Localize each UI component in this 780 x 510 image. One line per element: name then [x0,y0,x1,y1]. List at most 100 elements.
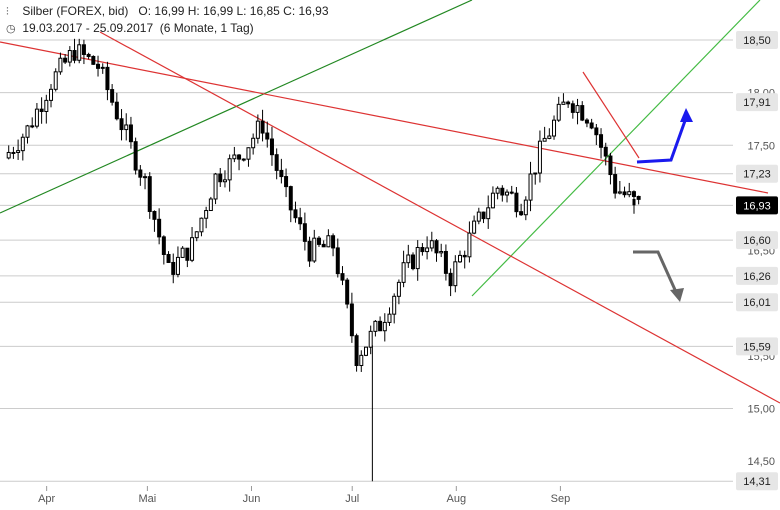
candle-body [175,256,180,275]
candle-body [39,108,44,112]
candle-body [608,155,613,176]
candle-body [237,154,242,160]
candle-body [519,211,524,216]
candle-body [443,250,448,274]
candle-body [613,174,618,194]
candle-body [542,137,547,142]
candle-body [523,199,528,216]
instrument-title: Silber (FOREX, bid) [22,4,129,18]
candle-body [284,176,289,188]
candle-body [481,211,486,220]
candle-body [241,158,246,161]
candle-body [171,261,176,275]
candle-body [580,105,585,121]
candle-body [72,50,77,61]
candle-body [472,220,477,234]
period-range: 19.03.2017 - 25.09.2017 [22,21,154,35]
candle-body [392,295,397,315]
candle-body [410,254,415,270]
y-tick-label: 17,50 [747,140,775,152]
candle-body [340,273,345,281]
price-level-label-box [736,31,778,49]
candle-body [293,209,298,219]
candle-body [100,66,105,69]
price-level-label-box [736,164,778,183]
period-span: (6 Monate, 1 Tag) [159,21,254,35]
candle-body [509,191,514,194]
candle-body [11,151,16,154]
price-level-label-box [736,93,778,112]
candle-body [331,235,336,249]
candle-body [232,154,237,160]
candle-body [575,105,580,113]
chart-header-period-row: ◷ 19.03.2017 - 25.09.2017 (6 Monate, 1 T… [6,21,254,35]
x-tick-label: Jul [345,493,359,505]
candle-body [326,235,331,248]
candle-body [91,55,96,65]
candle-body [448,272,453,287]
candle-body [316,237,321,245]
candle-body [251,137,256,149]
candle-body [415,247,420,270]
candle-body [622,191,627,196]
price-level-label: 16,01 [743,297,771,309]
price-level-label-box [736,337,778,356]
bearish-scenario-arrow [633,250,678,293]
candle-body [335,247,340,275]
candle-body [359,354,364,367]
trend-line-red-resistance [0,41,769,194]
candle-body [401,262,406,283]
candle-body [566,101,571,105]
candle-body [124,124,129,131]
candle-body [453,261,458,287]
price-level-label: 18,50 [743,35,771,47]
candle-body [514,192,519,213]
price-level-label: 17,23 [743,169,771,181]
candle-body [458,254,463,263]
candle-body [312,237,317,262]
candle-body [246,147,251,160]
candle-body [636,195,641,200]
candle-body [227,158,232,181]
candle-body [490,192,495,209]
candle-body [373,320,378,332]
current-price-label: 16,93 [743,200,771,212]
candle-body [556,103,561,121]
y-tick-label: 15,00 [747,404,775,416]
candle-body [589,122,594,129]
candle-body [274,154,279,171]
candle-body [420,247,425,253]
candle-body [222,179,227,183]
candle-body [58,57,63,73]
candle-body [594,127,599,136]
candle-body [288,186,293,211]
candle-body [279,169,284,178]
candle-body [143,176,148,179]
ohlc-readout: O: 16,99 H: 16,99 L: 16,85 C: 16,93 [138,4,329,18]
candle-body [425,247,430,253]
candle-body [599,134,604,148]
x-tick-label: Jun [243,493,261,505]
candle-body [204,210,209,219]
candle-body [349,303,354,337]
candle-body [500,187,505,196]
candle-body [382,321,387,332]
candle-body [44,99,49,112]
candle-body [467,232,472,258]
candle-body [307,240,312,262]
candle-body [368,330,373,348]
candle-body [269,138,274,156]
candle-body [208,198,213,212]
candle-body [434,240,439,254]
candle-body [561,101,566,105]
price-level-label: 15,59 [743,341,771,353]
candle-body [20,136,25,152]
candle-body [462,254,467,258]
candle-body [96,63,101,69]
price-level-label-box [736,293,778,312]
price-level-label-box [736,231,778,250]
candle-body [533,172,538,175]
candle-body [627,191,632,196]
candle-body [495,187,500,194]
